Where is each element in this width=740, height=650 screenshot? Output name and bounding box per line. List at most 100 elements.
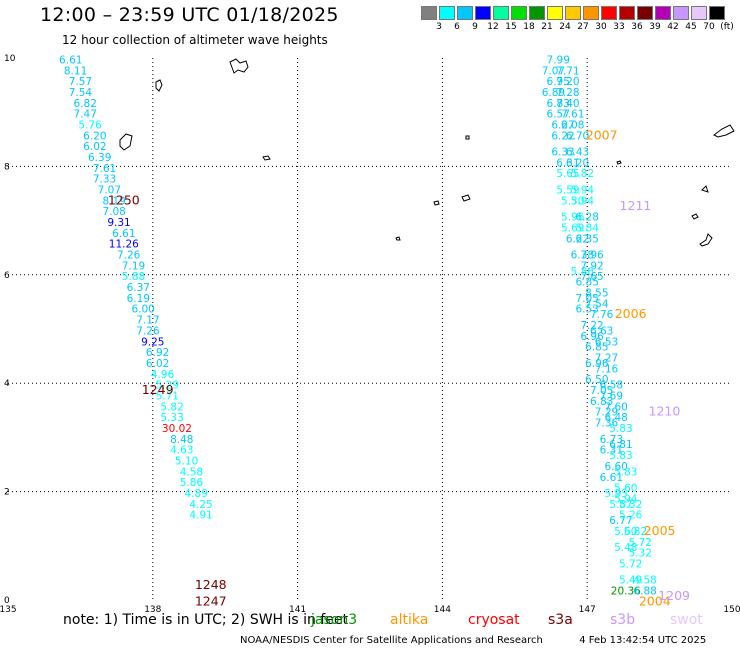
wave-height-value: 6.82 (74, 98, 97, 110)
color-swatch (529, 6, 545, 20)
wave-height-value: 6.70 (566, 130, 589, 142)
wave-height-value: 7.28 (556, 87, 579, 99)
wave-height-value: 5.83 (609, 423, 632, 435)
color-scale-label: 33 (613, 22, 625, 32)
wave-height-value: 6.22 (551, 130, 574, 142)
color-swatch (691, 6, 707, 20)
pass-time-label: 2006 (615, 306, 647, 321)
wave-height-value: 6.53 (576, 304, 599, 316)
color-swatch (475, 6, 491, 20)
wave-height-value: 5.87 (609, 499, 632, 511)
wave-height-value: 6.33 (551, 147, 574, 159)
wave-height-value: 7.07 (542, 65, 565, 77)
wave-height-value: 7.96 (580, 250, 604, 262)
color-swatch (619, 6, 635, 20)
wave-height-value: 7.54 (585, 298, 609, 310)
x-tick-label: 135 (0, 605, 17, 612)
island-outline (433, 200, 440, 206)
wave-height-value: 5.69 (561, 222, 584, 234)
wave-height-value: 5.94 (571, 195, 595, 207)
wave-height-value: 7.57 (69, 76, 92, 88)
wave-height-value: 5.49 (619, 575, 642, 587)
wave-height-value: 6.20 (83, 130, 106, 142)
island-outline (699, 233, 713, 247)
color-scale-label: 9 (472, 22, 478, 32)
wave-height-value: 7.65 (580, 271, 603, 283)
y-tick-label: 10 (4, 54, 16, 64)
wave-height-value: 5.86 (571, 266, 595, 278)
wave-height-value: 7.40 (556, 98, 579, 110)
wave-height-value: 5.65 (556, 168, 579, 180)
wave-height-value: 5.82 (160, 401, 183, 413)
wave-height-value: 6.31 (556, 157, 579, 169)
island-outline (155, 79, 163, 92)
wave-height-value: 5.30 (561, 195, 584, 207)
wave-height-value: 6.50 (585, 374, 608, 386)
y-tick-label: 8 (4, 162, 10, 172)
island-outline (229, 58, 249, 74)
wave-height-value: 5.93 (604, 488, 627, 500)
wave-height-value: 5.60 (614, 483, 637, 495)
wave-height-value: 4.58 (633, 575, 656, 587)
wave-height-value: 11.26 (109, 239, 139, 251)
color-swatch (655, 6, 671, 20)
x-tick-label: 150 (723, 605, 740, 612)
wave-height-value: 7.08 (102, 206, 125, 218)
wave-height-value: 7.54 (69, 87, 93, 99)
wave-height-value: 6.43 (566, 147, 589, 159)
pass-time-label: 1247 (195, 593, 227, 608)
wave-height-value: 5.10 (175, 456, 198, 468)
color-swatch (421, 6, 437, 20)
wave-height-value: 7.36 (595, 418, 619, 430)
island-outline (461, 194, 471, 202)
wave-height-value: 5.86 (180, 477, 204, 489)
wave-height-value: 5.94 (571, 185, 595, 197)
wave-height-value: 5.72 (619, 558, 642, 570)
wave-height-value: 7.29 (595, 407, 618, 419)
wave-height-value: 6.85 (585, 342, 608, 354)
wave-height-value: 6.92 (146, 347, 169, 359)
wave-height-value: 5.84 (576, 222, 600, 234)
wave-height-value: 30.02 (162, 423, 192, 435)
wave-height-value: 5.83 (609, 450, 632, 462)
wave-height-value: 7.17 (136, 315, 159, 327)
wave-height-value: 6.73 (600, 434, 623, 446)
wave-height-value: 5.76 (78, 119, 102, 131)
y-tick-label: 2 (4, 488, 10, 498)
wave-height-value: 6.39 (88, 152, 111, 164)
color-swatch (709, 6, 725, 20)
wave-height-value: 6.85 (576, 277, 599, 289)
pass-time-label: 1249 (142, 382, 174, 397)
wave-height-value: 5.32 (619, 499, 642, 511)
wave-height-value: 5.59 (556, 185, 579, 197)
wave-height-value: 6.63 (590, 325, 613, 337)
wave-height-value: 7.26 (117, 250, 141, 262)
wave-height-value: 5.33 (160, 412, 183, 424)
color-scale-label: 12 (487, 22, 499, 32)
mission-label-swot: swot (670, 612, 703, 628)
wave-height-value: 6.81 (609, 439, 632, 451)
island-outline (395, 236, 401, 241)
wave-height-value: 4.91 (189, 510, 212, 522)
wave-height-value: 7.27 (595, 353, 618, 365)
color-scale-label: (ft) (720, 22, 734, 32)
wave-height-value: 6.61 (600, 472, 623, 484)
pass-time-label: 1211 (620, 198, 652, 213)
wave-height-value: 4.58 (180, 466, 203, 478)
wave-height-value: 5.82 (571, 168, 594, 180)
wave-height-value: 7.20 (556, 76, 579, 88)
pass-time-label: 1248 (195, 577, 227, 592)
wave-height-value: 6.38 (571, 250, 594, 262)
wave-height-value: 6.61 (59, 54, 82, 66)
wave-height-value: 5.29 (156, 380, 179, 392)
color-scale-label: 21 (541, 22, 553, 32)
wave-height-value: 7.26 (136, 325, 160, 337)
wave-height-value: 6.77 (609, 515, 632, 527)
x-tick-label: 147 (579, 605, 596, 612)
color-scale-label: 39 (649, 22, 661, 32)
wave-height-value: 7.05 (590, 385, 613, 397)
color-scale-label: 45 (685, 22, 697, 32)
wave-height-value: 6.35 (576, 233, 599, 245)
color-swatch (547, 6, 563, 20)
x-tick-label: 144 (434, 605, 451, 612)
